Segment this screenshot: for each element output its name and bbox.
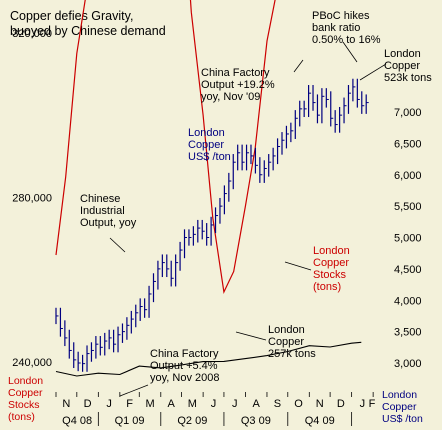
right-axis-label: London Copper US$ /ton [382,389,423,425]
annotation-text: China Factory Output +19.2% yoy, Nov '09 [201,67,275,103]
annotation-text: London Copper 257k tons [268,324,316,360]
quarter-label: Q4 09 [305,415,335,427]
right-tick-label: 7,000 [394,107,422,119]
month-label: D [337,398,345,410]
right-tick-label: 4,500 [394,264,422,276]
month-label: N [316,398,324,410]
quarter-label: Q4 08 [62,415,92,427]
right-tick-label: 3,000 [394,358,422,370]
annotation-leader [119,384,149,397]
annotation-leader [284,261,312,271]
right-tick-label: 3,500 [394,327,422,339]
month-label: J [360,398,366,410]
month-label: D [84,398,92,410]
month-label: J [211,398,217,410]
quarter-label: Q1 09 [115,415,145,427]
annotation-leader [109,237,126,253]
month-label: A [168,398,176,410]
annotation-leader [359,63,387,81]
annotation-leader [235,331,267,341]
chart-title-text: Copper defies Gravity, buoyed by Chinese … [10,9,166,38]
left-tick-label: 320,000 [12,28,52,40]
x-axis: N D J F M A M J J A S O N D J FQ4 08 Q1 09 Q2 09 Q3 09 Q4 0… [55,392,376,427]
month-label: J [232,398,238,410]
month-label: M [145,398,154,410]
annotation-text: China Factory Output +5.4% yoy, Nov 2008 [150,348,220,384]
right-tick-label: 6,000 [394,170,422,182]
month-label: A [253,398,261,410]
month-label: F [369,398,376,410]
month-label: O [294,398,303,410]
annotation-text: London Copper 523k tons [384,48,432,84]
stocks-line [55,0,276,295]
plot-area [55,0,369,377]
annotation-text: London Copper Stocks (tons) [313,245,350,293]
month-label: N [62,398,70,410]
annotation-text: London Copper US$ /ton [188,127,231,163]
quarter-label: Q2 09 [177,415,207,427]
right-tick-label: 6,500 [394,138,422,150]
annotation-text: Chinese Industrial Output, yoy [80,193,137,229]
annotation-leader [293,59,304,73]
annotation-text: PBoC hikes bank ratio 0.50% to 16% [312,10,381,46]
month-label: M [188,398,197,410]
right-axis-ticks: 3,000 3,500 4,000 4,500 5,000 5,500 6,000 6,500… [382,107,423,425]
month-label: J [106,398,112,410]
annotation-leader [342,41,358,63]
right-tick-label: 5,500 [394,201,422,213]
month-label: F [126,398,133,410]
left-tick-label: 280,000 [12,192,52,204]
left-axis-label: London Copper Stocks (tons) [8,375,43,423]
right-tick-label: 5,000 [394,233,422,245]
left-axis-ticks: 240,000280,000320,000360,000400000440,00… [8,28,52,423]
month-label: S [274,398,281,410]
chart-title: Copper defies Gravity, buoyed by Chinese … [10,9,166,38]
left-tick-label: 240,000 [12,357,52,369]
quarter-label: Q3 09 [241,415,271,427]
right-tick-label: 4,000 [394,295,422,307]
industrial-output-line [55,341,362,377]
